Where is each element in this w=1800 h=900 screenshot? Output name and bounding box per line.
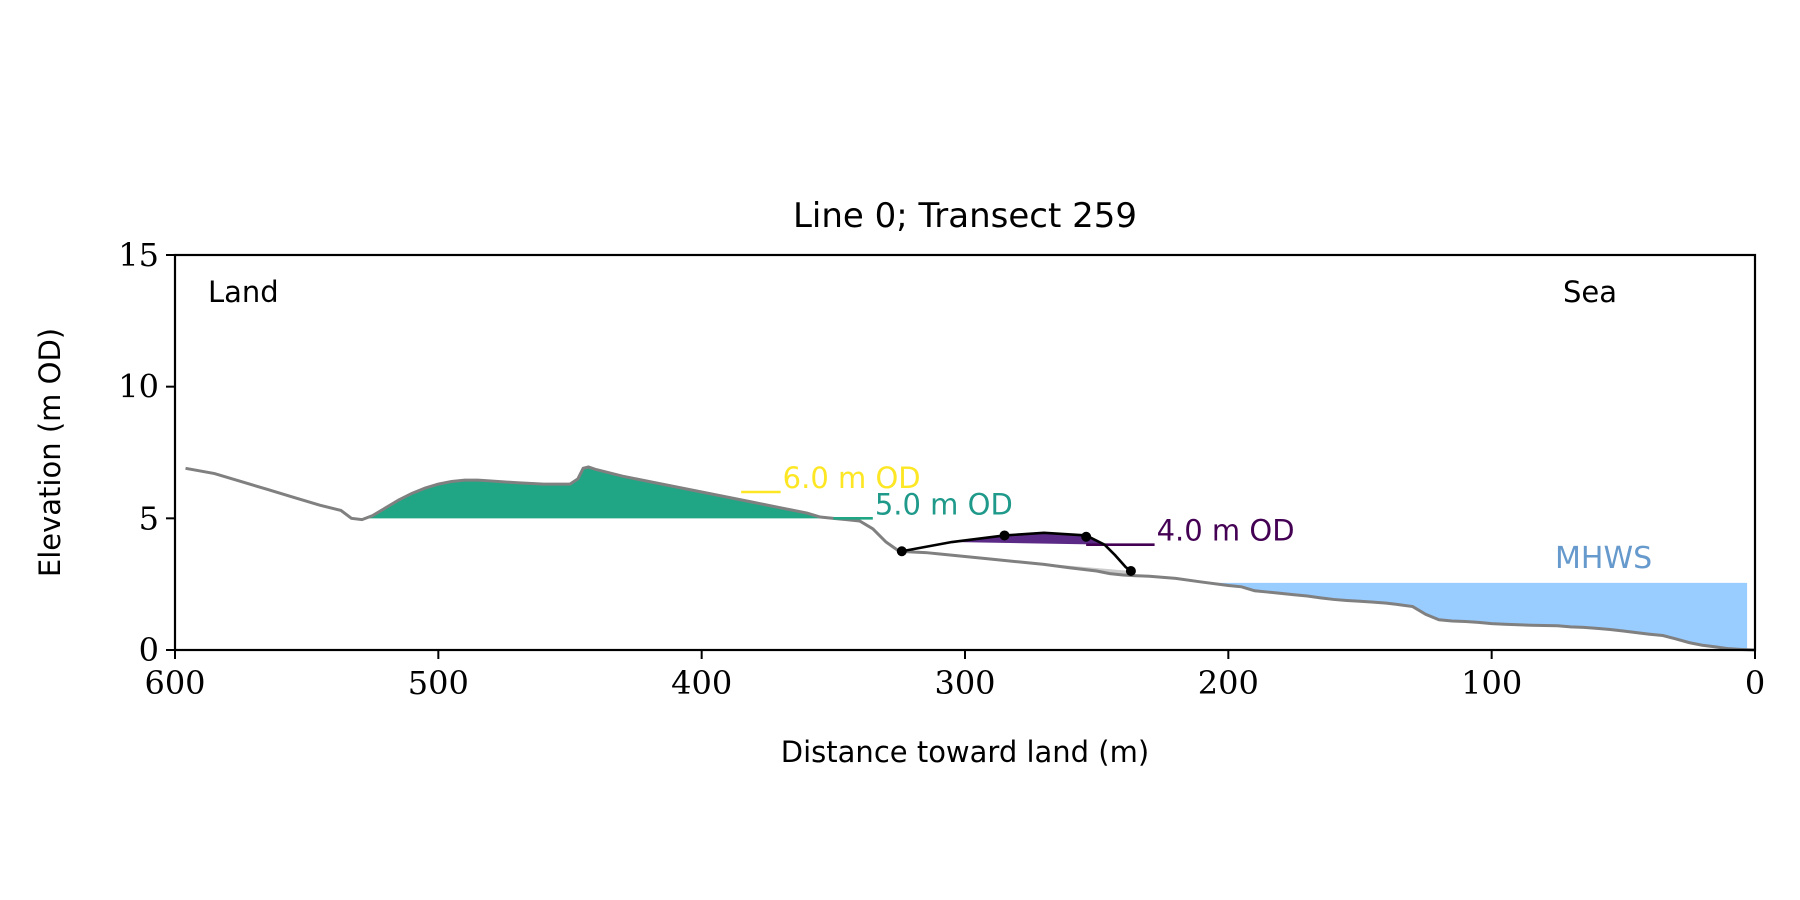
x-tick-label-0: 0 (1745, 664, 1765, 702)
dune-point-3 (1125, 566, 1136, 576)
mhws-label: MHWS (1555, 541, 1652, 576)
chart-title: Line 0; Transect 259 (793, 196, 1137, 236)
od4-level-label: 4.0 m OD (1157, 514, 1295, 548)
y-tick-label-15: 15 (118, 236, 159, 274)
plot-area: 6.0 m OD5.0 m OD 4.0 m OD (185, 461, 1756, 652)
x-tick-label-500: 500 (408, 664, 469, 702)
x-tick-label-200: 200 (1198, 664, 1259, 702)
dune-point-1 (999, 530, 1010, 541)
x-axis-label: Distance toward land (m) (781, 735, 1149, 769)
land-annotation: Land (208, 275, 279, 309)
dune-point-2 (1081, 531, 1092, 542)
x-tick-label-600: 600 (144, 664, 205, 702)
y-tick-label-5: 5 (139, 499, 159, 537)
od5-area-fill (359, 466, 834, 519)
x-tick-label-100: 100 (1461, 664, 1522, 702)
beach-profile-line (185, 465, 1756, 652)
x-tick-label-400: 400 (671, 664, 732, 702)
od5-level-label: 5.0 m OD (875, 487, 1013, 521)
y-tick-label-0: 0 (139, 631, 159, 669)
sea-annotation: Sea (1563, 275, 1617, 309)
od6-level-label: 6.0 m OD (783, 461, 921, 495)
dune-point-0 (896, 546, 907, 557)
axes: 600 500 400 300 200 100 0 0 5 10 15 (118, 236, 1765, 702)
y-axis-label: Elevation (m OD) (33, 328, 67, 577)
y-tick-label-10: 10 (118, 368, 159, 406)
od4-dune-fill (951, 532, 1105, 545)
x-tick-label-300: 300 (934, 664, 995, 702)
